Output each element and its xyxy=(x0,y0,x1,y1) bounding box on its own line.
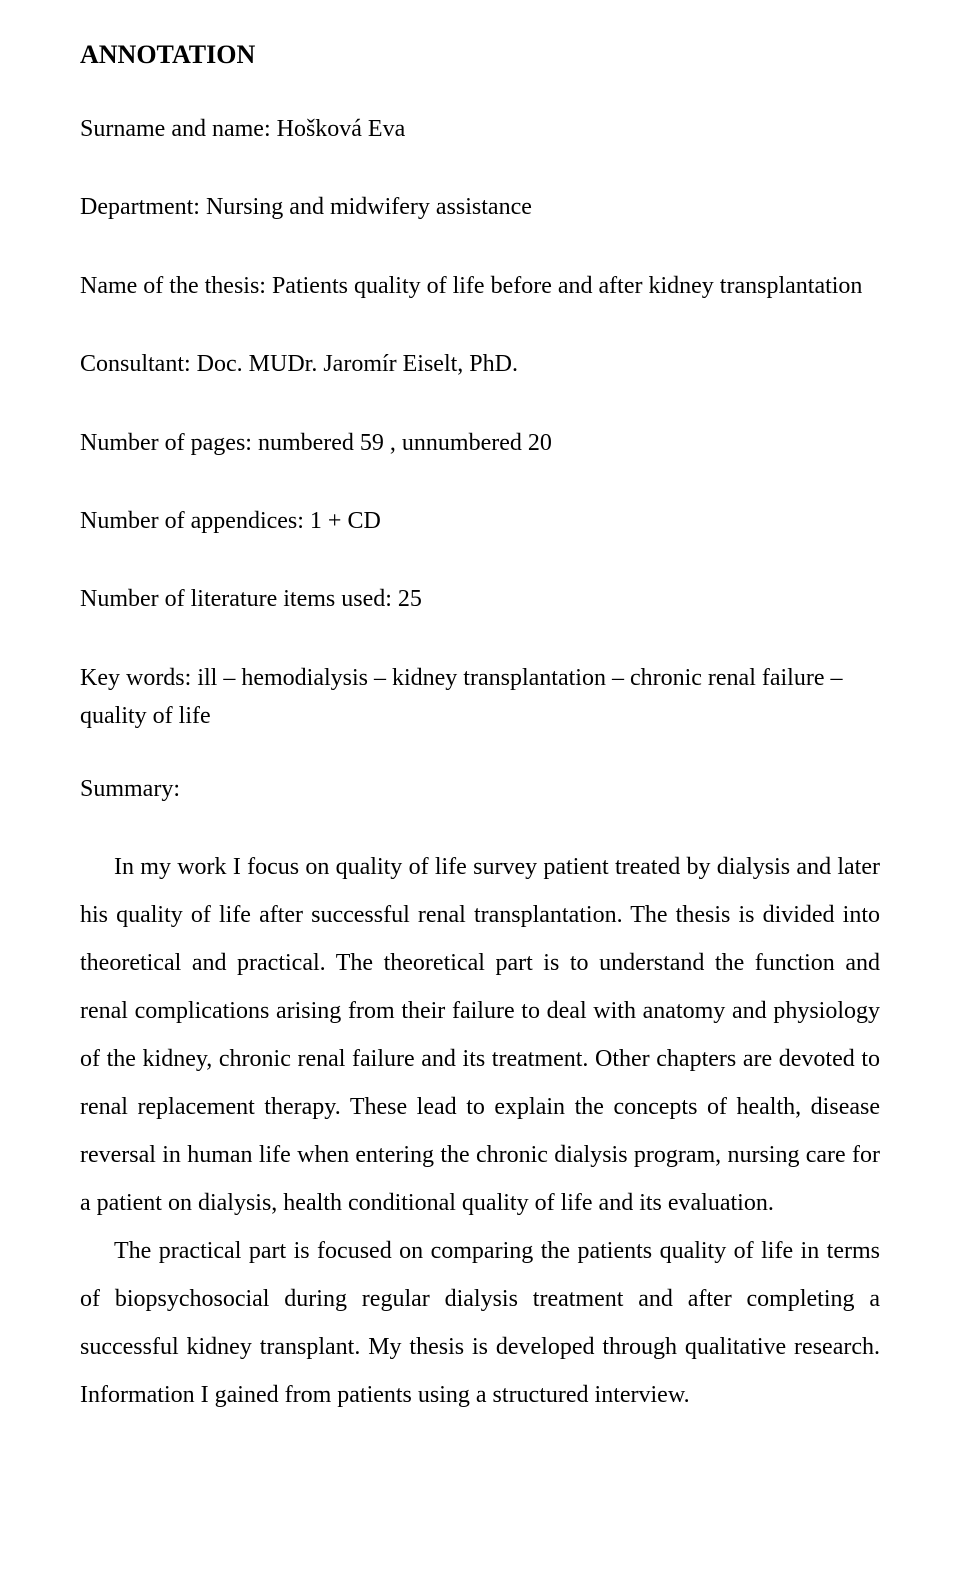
consultant-value: Doc. MUDr. Jaromír Eiselt, PhD. xyxy=(197,351,518,377)
field-thesis: Name of the thesis: Patients quality of … xyxy=(80,267,880,305)
keywords-label: Key words: xyxy=(80,665,191,691)
department-label: Department: xyxy=(80,194,200,220)
pages-label: Number of pages: xyxy=(80,430,252,456)
summary-paragraph-2: The practical part is focused on compari… xyxy=(80,1227,880,1419)
field-consultant: Consultant: Doc. MUDr. Jaromír Eiselt, P… xyxy=(80,345,880,383)
appendices-label: Number of appendices: xyxy=(80,508,304,534)
field-keywords: Key words: ill – hemodialysis – kidney t… xyxy=(80,659,880,736)
appendices-value: 1 + CD xyxy=(310,508,381,534)
field-appendices: Number of appendices: 1 + CD xyxy=(80,502,880,540)
summary-label: Summary: xyxy=(80,776,880,803)
literature-label: Number of literature items used: xyxy=(80,586,392,612)
summary-paragraph-1: In my work I focus on quality of life su… xyxy=(80,843,880,1227)
page-title: ANNOTATION xyxy=(80,40,880,70)
field-surname: Surname and name: Hošková Eva xyxy=(80,110,880,148)
literature-value: 25 xyxy=(398,586,422,612)
thesis-value: Patients quality of life before and afte… xyxy=(272,273,862,299)
surname-label: Surname and name: xyxy=(80,116,271,142)
field-literature: Number of literature items used: 25 xyxy=(80,580,880,618)
pages-value: numbered 59 , unnumbered 20 xyxy=(258,430,552,456)
consultant-label: Consultant: xyxy=(80,351,191,377)
field-pages: Number of pages: numbered 59 , unnumbere… xyxy=(80,424,880,462)
keywords-value: ill – hemodialysis – kidney transplantat… xyxy=(80,665,843,729)
thesis-label: Name of the thesis: xyxy=(80,273,266,299)
field-department: Department: Nursing and midwifery assist… xyxy=(80,188,880,226)
surname-value: Hošková Eva xyxy=(277,116,406,142)
department-value: Nursing and midwifery assistance xyxy=(206,194,532,220)
summary-body: In my work I focus on quality of life su… xyxy=(80,843,880,1419)
